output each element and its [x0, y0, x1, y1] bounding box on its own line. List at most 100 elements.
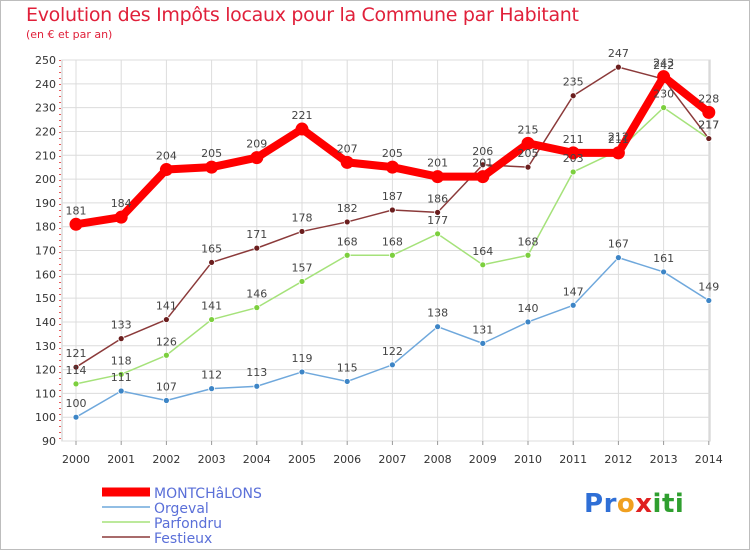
data-point: [388, 361, 396, 369]
data-label: 165: [201, 242, 222, 255]
data-label: 167: [608, 238, 629, 251]
x-tick-label: 2000: [62, 453, 90, 466]
y-tick-label: 160: [35, 268, 56, 281]
data-point: [524, 163, 532, 171]
data-label: 140: [518, 302, 539, 315]
data-point: [434, 230, 442, 238]
x-tick-label: 2005: [288, 453, 316, 466]
data-label: 119: [292, 352, 313, 365]
x-tick-label: 2007: [378, 453, 406, 466]
y-tick-label: 180: [35, 221, 56, 234]
data-label: 205: [518, 147, 539, 160]
logo-letter: P: [584, 489, 604, 519]
data-label: 201: [472, 157, 493, 170]
data-label: 212: [608, 130, 629, 143]
x-tick-label: 2012: [604, 453, 632, 466]
logo-letter: i: [674, 489, 685, 519]
data-label: 100: [66, 397, 87, 410]
y-tick-label: 130: [35, 340, 56, 353]
data-label: 211: [563, 133, 584, 146]
data-point: [298, 368, 306, 376]
data-point: [114, 210, 128, 224]
data-point: [298, 278, 306, 285]
y-tick-label: 90: [42, 435, 56, 448]
data-point: [615, 254, 622, 262]
data-label: 122: [382, 345, 403, 358]
data-point: [521, 136, 535, 150]
data-point: [343, 251, 351, 259]
x-tick-label: 2011: [559, 453, 587, 466]
data-label: 118: [111, 354, 132, 367]
data-point: [479, 339, 487, 347]
data-point: [250, 151, 264, 165]
data-point: [660, 104, 667, 112]
y-tick-label: 120: [35, 364, 56, 377]
x-tick-label: 2006: [333, 453, 361, 466]
y-tick-label: 170: [35, 245, 56, 258]
y-tick-label: 140: [35, 316, 56, 329]
logo-letter: i: [652, 489, 662, 519]
data-point: [431, 170, 445, 184]
x-tick-label: 2004: [243, 453, 271, 466]
data-point: [72, 363, 80, 371]
data-label: 133: [111, 319, 132, 332]
legend-label: MONTCHâLONS: [154, 486, 262, 502]
data-point: [569, 168, 577, 176]
data-point: [566, 146, 580, 160]
data-point: [343, 378, 351, 385]
data-label: 164: [472, 245, 493, 258]
y-tick-label: 100: [35, 411, 56, 424]
data-label: 215: [518, 123, 539, 136]
data-point: [208, 385, 216, 393]
proxiti-logo: Proxiti: [584, 489, 684, 519]
data-label: 205: [382, 147, 403, 160]
data-point: [162, 351, 170, 359]
logo-letter: t: [661, 489, 675, 519]
data-label: 230: [653, 88, 674, 101]
data-label: 187: [382, 190, 403, 203]
data-label: 206: [472, 145, 493, 158]
data-point: [657, 70, 671, 84]
y-tick-label: 250: [35, 54, 56, 67]
data-point: [117, 370, 125, 378]
data-point: [117, 387, 125, 395]
data-point: [479, 161, 487, 169]
data-label: 146: [246, 288, 267, 301]
data-point: [72, 380, 80, 388]
data-point: [205, 160, 219, 174]
x-tick-label: 2002: [152, 453, 180, 466]
data-point: [69, 217, 83, 231]
data-label: 147: [563, 285, 584, 298]
data-label: 171: [246, 228, 267, 241]
y-tick-label: 200: [35, 173, 56, 186]
data-label: 247: [608, 47, 629, 60]
data-label: 235: [563, 76, 584, 89]
data-point: [72, 413, 80, 421]
data-label: 131: [472, 323, 493, 336]
data-label: 111: [111, 371, 132, 384]
legend-label: Parfondru: [154, 516, 222, 532]
data-point: [569, 301, 577, 309]
data-label: 178: [292, 211, 313, 224]
data-point: [385, 160, 399, 174]
data-point: [388, 206, 396, 214]
logo-letter: r: [603, 489, 617, 519]
y-tick-label: 230: [35, 102, 56, 115]
data-label: 217: [698, 119, 719, 132]
data-label: 141: [201, 300, 222, 313]
data-label: 149: [698, 281, 719, 294]
data-label: 243: [653, 57, 674, 70]
data-label: 177: [427, 214, 448, 227]
legend-label: Orgeval: [154, 501, 209, 517]
data-label: 217: [698, 119, 719, 132]
data-point: [705, 135, 713, 142]
chart-subtitle: (en € et par an): [26, 28, 113, 41]
data-point: [253, 382, 261, 390]
data-label: 168: [518, 235, 539, 248]
logo-letter: o: [616, 489, 636, 519]
data-label: 182: [337, 202, 358, 215]
data-label: 203: [563, 152, 584, 165]
y-tick-label: 110: [35, 387, 56, 400]
data-point: [569, 92, 577, 100]
data-label: 211: [608, 133, 629, 146]
